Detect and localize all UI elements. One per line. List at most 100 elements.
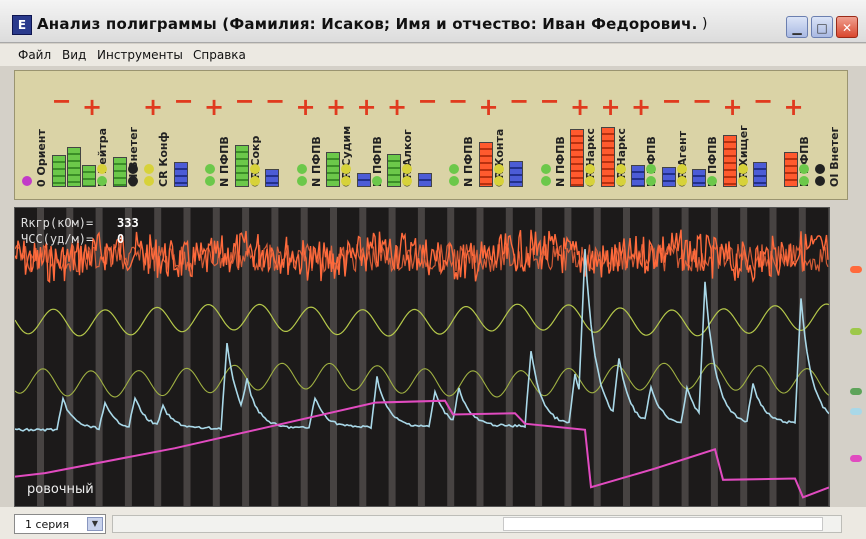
minimize-icon: ▁	[792, 21, 802, 35]
stimulus-0[interactable]: 0 Ориент	[21, 71, 49, 199]
plus-sign: +	[356, 93, 377, 121]
stimulus-14[interactable]: − N ПФПВ	[448, 71, 476, 199]
stimulus-4[interactable]: + CR Конф	[143, 71, 171, 199]
channel-marker-3[interactable]	[850, 408, 862, 415]
stimulus-17[interactable]: − N ПФПВ	[540, 71, 568, 199]
stimulus-24[interactable]: −	[753, 71, 781, 199]
minus-sign: −	[753, 87, 774, 115]
indicator-dot	[341, 176, 351, 186]
polygram-plot[interactable]: Rкгр(кОм)= 333 ЧСС(уд/м)= 0 ровочный	[14, 207, 830, 507]
menu-tools[interactable]: Инструменты	[97, 48, 183, 62]
indicator-dot	[22, 176, 32, 186]
stimulus-22[interactable]: − N ПФПВ	[692, 71, 720, 199]
stimulus-3[interactable]: OI Внетег	[112, 71, 141, 199]
gsr-readout-value: 333	[117, 216, 139, 230]
grid-bar	[769, 208, 777, 506]
stimulus-label: OI Внетег	[828, 126, 841, 187]
menu-view[interactable]: Вид	[62, 48, 87, 62]
indicator-dot	[676, 164, 687, 174]
grid-bar	[828, 208, 829, 506]
gsr-readout-label: Rкгр(кОм)=	[21, 216, 94, 230]
stimulus-19[interactable]: + CR Наркс	[600, 71, 629, 199]
plus-sign: +	[570, 93, 591, 121]
stimulus-26[interactable]: OI Внетег	[814, 71, 842, 199]
indicator-dot	[205, 164, 215, 174]
scrollbar-thumb[interactable]	[503, 517, 823, 531]
stimulus-indicators	[585, 162, 599, 188]
stimulus-21[interactable]: − CR Агент	[661, 71, 690, 199]
plus-sign: +	[326, 93, 347, 121]
grid-bar	[623, 208, 630, 506]
stimulus-bar-blue	[631, 165, 645, 187]
grid-bar	[535, 208, 543, 506]
stimulus-11[interactable]: + N ПФПВ	[356, 71, 386, 199]
minus-sign: −	[417, 87, 438, 115]
heart-rate-readout: ЧСС(уд/м)= 0	[21, 232, 124, 246]
gsr-readout: Rкгр(кОм)= 333	[21, 216, 139, 230]
grid-bar	[37, 208, 44, 506]
stimulus-bar-red	[478, 142, 493, 187]
indicator-dot	[97, 176, 107, 186]
indicator-dot	[798, 176, 809, 186]
stimulus-6[interactable]: + N ПФПВ	[204, 71, 232, 199]
series-select-value: 1 серия	[25, 518, 70, 531]
grid-bar	[300, 208, 308, 506]
stimulus-23[interactable]: + CR Хищег	[722, 71, 752, 199]
stimulus-25[interactable]: + N ПФПВ	[783, 71, 812, 199]
stimulus-13[interactable]: −	[417, 71, 446, 199]
channel-marker-2[interactable]	[850, 388, 862, 395]
polygram-canvas	[15, 208, 829, 506]
indicator-dot	[707, 176, 717, 186]
stimulus-bar-green	[82, 165, 96, 187]
stimulus-5[interactable]: −	[173, 71, 202, 199]
minimize-button[interactable]: ▁	[786, 16, 808, 38]
stimulus-7[interactable]: − CR Сокр	[234, 71, 263, 199]
menu-file[interactable]: Файл	[18, 48, 52, 62]
stimulus-indicators	[737, 162, 752, 188]
stimulus-bar-blue	[265, 169, 279, 187]
indicator-dot	[540, 176, 551, 186]
stimulus-1[interactable]: −	[51, 71, 81, 199]
status-bar: 1 серия ▼	[0, 507, 866, 539]
stimulus-indicators	[371, 174, 386, 188]
gsr-trace	[15, 249, 829, 432]
close-button[interactable]: ✕	[836, 16, 858, 38]
stimulus-bar-green	[234, 145, 249, 187]
stimulus-panel: 0 Ориент − + N Нейтра OI Внетег + CR Конф − + N П…	[14, 70, 848, 200]
stimulus-2[interactable]: + N Нейтра	[82, 71, 110, 199]
minus-sign: −	[51, 87, 72, 115]
grid-bar	[124, 208, 132, 506]
horizontal-scrollbar[interactable]	[112, 515, 842, 533]
stimulus-16[interactable]: −	[509, 71, 537, 199]
stimulus-12[interactable]: + CR Алког	[387, 71, 415, 199]
stimulus-label: N ПФПВ	[553, 136, 567, 187]
stimulus-bar-green	[112, 157, 127, 187]
chevron-down-icon[interactable]: ▼	[87, 517, 103, 531]
polygraph-app-icon[interactable]: E	[12, 15, 32, 35]
channel-marker-4[interactable]	[850, 455, 862, 462]
stimulus-10[interactable]: + CR Судим	[326, 71, 354, 199]
channel-marker-1[interactable]	[850, 328, 862, 335]
grid-bar	[271, 208, 279, 506]
stimulus-15[interactable]: + CR Конта	[478, 71, 507, 199]
series-select[interactable]: 1 серия ▼	[14, 514, 106, 534]
window-title-tail: )	[702, 16, 708, 32]
indicator-dot	[493, 176, 504, 186]
grid-bar	[66, 208, 74, 506]
stimulus-9[interactable]: + N ПФПВ	[296, 71, 324, 199]
stimulus-indicators	[540, 162, 555, 188]
indicator-dot	[676, 176, 687, 186]
menu-help[interactable]: Справка	[193, 48, 246, 62]
maximize-button[interactable]: □	[811, 16, 833, 38]
stimulus-bar-green	[51, 155, 66, 187]
minus-sign: −	[448, 87, 469, 115]
plus-sign: +	[631, 93, 652, 121]
stimulus-18[interactable]: + CR Наркс	[570, 71, 598, 199]
stimulus-20[interactable]: + N ПФПВ	[631, 71, 659, 199]
grid-bar	[154, 208, 162, 506]
indicator-dot	[127, 176, 138, 186]
plus-sign: +	[722, 93, 743, 121]
stimulus-8[interactable]: −	[265, 71, 293, 199]
channel-marker-0[interactable]	[850, 266, 862, 273]
minus-sign: −	[234, 87, 255, 115]
